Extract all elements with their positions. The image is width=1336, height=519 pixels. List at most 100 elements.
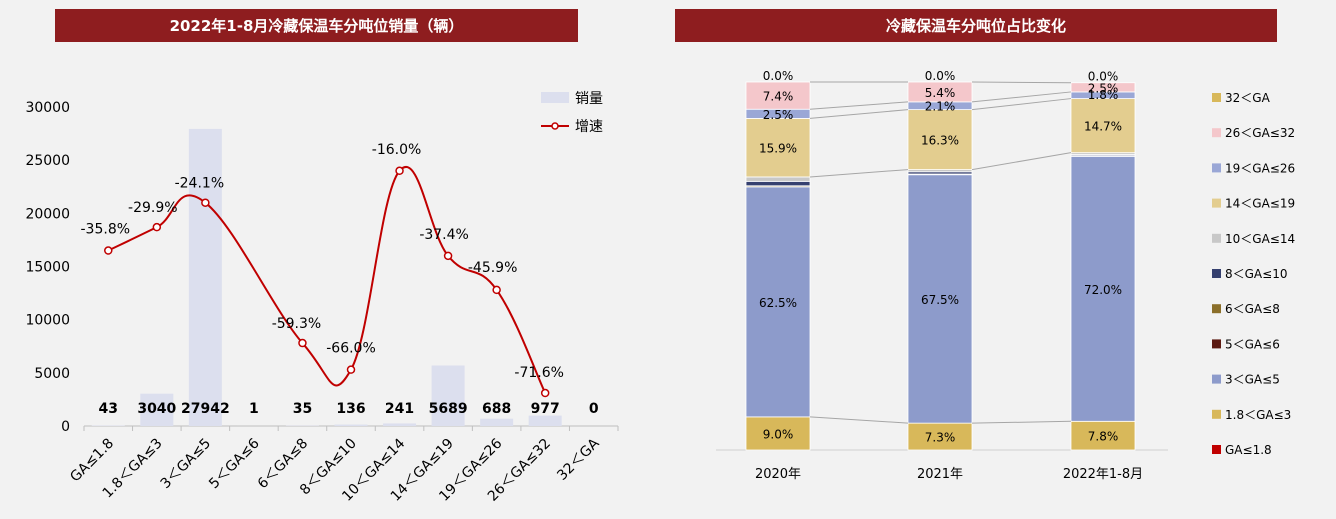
segment-label: 0.0% bbox=[763, 69, 794, 83]
segment-label: 5.4% bbox=[925, 86, 956, 100]
segment-label: 0.0% bbox=[1088, 70, 1119, 84]
growth-point bbox=[540, 388, 550, 398]
legend-label: 14＜GA≤19 bbox=[1225, 197, 1295, 211]
growth-point bbox=[346, 365, 356, 374]
sales-value-label: 35 bbox=[293, 401, 312, 417]
segment-label: 2.5% bbox=[1088, 81, 1119, 95]
growth-point bbox=[443, 251, 453, 261]
sales-value-label: 5689 bbox=[429, 401, 468, 417]
x-category-label: 2020年 bbox=[755, 467, 801, 482]
stack-segment bbox=[1070, 82, 1136, 93]
segment-label: 7.8% bbox=[1088, 430, 1119, 444]
stack-segment bbox=[745, 186, 811, 418]
x-category-label: 2022年1-8月 bbox=[1063, 467, 1143, 482]
legend-label: 32＜GA bbox=[1225, 91, 1271, 105]
connector-line bbox=[809, 416, 909, 424]
legend-label: 10＜GA≤14 bbox=[1225, 232, 1295, 246]
sales-bar bbox=[334, 424, 368, 426]
stack-segment bbox=[907, 109, 973, 170]
sales-bar bbox=[480, 418, 514, 426]
growth-point bbox=[395, 166, 404, 176]
connector-line bbox=[971, 420, 1072, 424]
legend-label: 5＜GA≤6 bbox=[1225, 337, 1280, 351]
legend-sales-swatch bbox=[541, 92, 569, 103]
y-tick-label: 0 bbox=[61, 419, 70, 435]
sales-value-label: 136 bbox=[336, 401, 365, 417]
connector-line bbox=[809, 101, 909, 110]
stack-segment bbox=[907, 174, 973, 424]
connector-line bbox=[809, 109, 909, 119]
legend-swatch bbox=[1212, 339, 1221, 349]
sales-value-label: 688 bbox=[482, 401, 511, 417]
left-chart-title: 2022年1-8月冷藏保温车分吨位销量（辆） bbox=[55, 9, 578, 42]
connector-line bbox=[809, 169, 909, 178]
growth-label: -29.9% bbox=[128, 200, 178, 216]
growth-label: -24.1% bbox=[175, 176, 225, 192]
y-tick-label: 25000 bbox=[25, 153, 70, 169]
segment-label: 2.5% bbox=[763, 108, 794, 122]
legend-swatch bbox=[1212, 445, 1221, 454]
segment-label: 16.3% bbox=[921, 134, 959, 148]
stack-segment bbox=[745, 180, 811, 187]
growth-label: -66.0% bbox=[326, 341, 376, 357]
x-category-label: 2021年 bbox=[917, 467, 963, 482]
sales-by-tonnage-chart: 0 5000 10000 15000 20000 25000 30000 43 3040 2794… bbox=[25, 91, 619, 505]
sales-bar bbox=[188, 128, 222, 426]
segment-label: 7.3% bbox=[925, 431, 956, 445]
legend-label: 1.8＜GA≤3 bbox=[1225, 408, 1291, 422]
connector-line bbox=[971, 98, 1072, 111]
legend-label: 26＜GA≤32 bbox=[1225, 126, 1295, 140]
connector-line bbox=[971, 91, 1072, 103]
sales-bar bbox=[528, 415, 562, 426]
legend-label: 6＜GA≤8 bbox=[1225, 302, 1280, 316]
legend-growth-label: 增速 bbox=[575, 119, 603, 135]
legend-swatch bbox=[1212, 163, 1221, 173]
segment-label: 14.7% bbox=[1084, 120, 1122, 134]
y-tick-label: 20000 bbox=[25, 206, 70, 222]
legend-label: 19＜GA≤26 bbox=[1225, 161, 1295, 175]
stack-segment bbox=[907, 81, 973, 103]
legend-growth-marker bbox=[551, 122, 559, 130]
growth-point bbox=[152, 222, 162, 232]
sales-bar bbox=[431, 365, 465, 426]
segment-label: 62.5% bbox=[759, 296, 797, 310]
growth-label: -71.6% bbox=[514, 365, 564, 381]
growth-point bbox=[492, 285, 501, 295]
sales-value-label: 3040 bbox=[137, 401, 176, 417]
sales-value-label: 27942 bbox=[181, 401, 230, 417]
sales-value-label: 241 bbox=[385, 401, 414, 417]
legend-swatch bbox=[1212, 304, 1221, 314]
legend-sales-label: 销量 bbox=[575, 91, 603, 107]
growth-label: -59.3% bbox=[272, 316, 322, 332]
y-tick-label: 15000 bbox=[25, 260, 70, 276]
segment-label: 1.8% bbox=[1088, 88, 1119, 102]
growth-point bbox=[201, 198, 210, 207]
sales-bar bbox=[140, 393, 174, 426]
legend-swatch bbox=[1212, 128, 1221, 138]
y-tick-label: 10000 bbox=[25, 313, 70, 329]
stack-segment bbox=[745, 416, 811, 451]
growth-label: -16.0% bbox=[372, 142, 422, 158]
right-chart-title: 冷藏保温车分吨位占比变化 bbox=[675, 9, 1277, 42]
connector-line bbox=[971, 81, 1072, 84]
segment-label: 0.0% bbox=[925, 69, 956, 83]
stack-segment bbox=[745, 176, 811, 182]
legend-swatch bbox=[1212, 409, 1221, 419]
y-tick-label: 30000 bbox=[25, 100, 70, 116]
growth-line bbox=[107, 166, 547, 394]
growth-label: -45.9% bbox=[468, 260, 518, 276]
sales-value-label: 0 bbox=[589, 401, 599, 417]
stack-segment bbox=[745, 81, 811, 110]
legend-label: 8＜GA≤10 bbox=[1225, 267, 1287, 281]
legend-swatch bbox=[1212, 374, 1221, 384]
sales-value-label: 977 bbox=[531, 401, 560, 417]
legend-label: GA≤1.8 bbox=[1225, 443, 1272, 457]
legend-label: 3＜GA≤5 bbox=[1225, 373, 1280, 387]
legend-swatch bbox=[1212, 269, 1221, 278]
segment-label: 67.5% bbox=[921, 293, 959, 307]
sales-value-label: 1 bbox=[249, 401, 259, 417]
segment-label: 9.0% bbox=[763, 427, 794, 441]
growth-point bbox=[104, 246, 113, 255]
segment-label: 72.0% bbox=[1084, 283, 1122, 297]
